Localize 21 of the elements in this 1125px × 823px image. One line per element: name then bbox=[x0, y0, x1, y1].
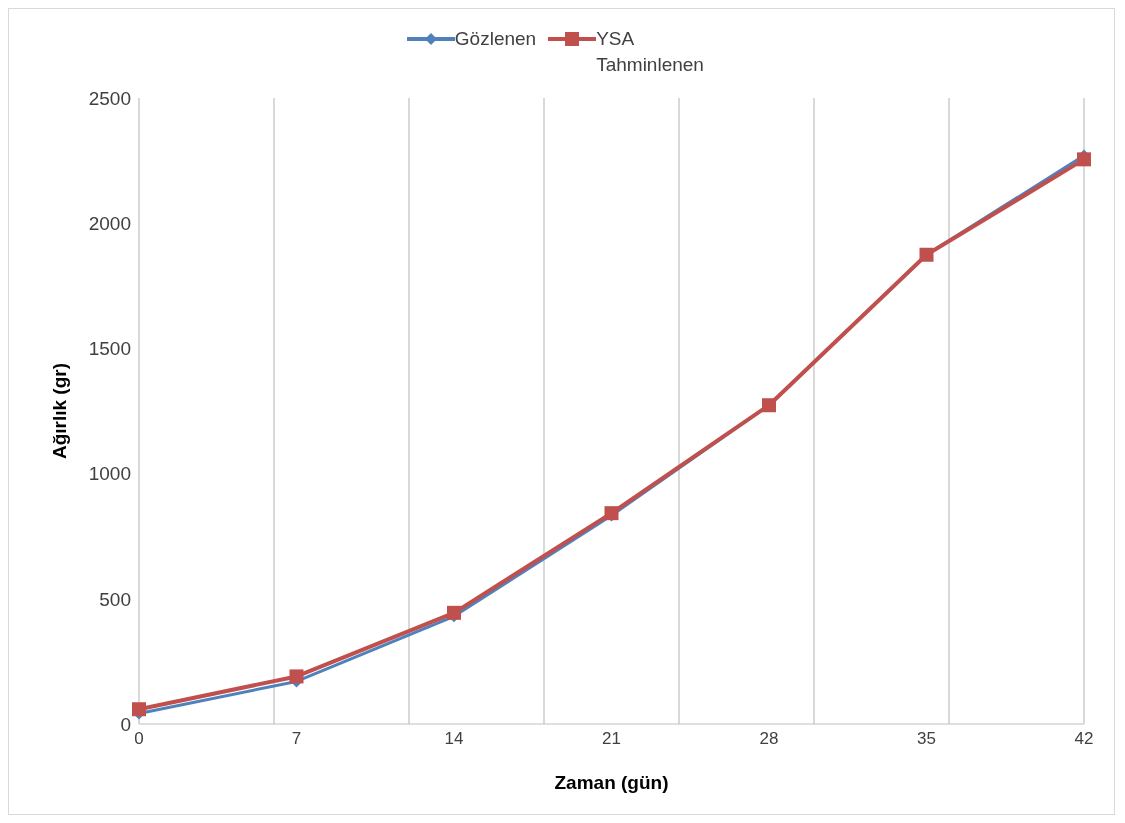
legend-label: YSA Tahminlenen bbox=[596, 27, 705, 77]
point bbox=[447, 605, 461, 620]
x-tick-label: 21 bbox=[602, 729, 621, 749]
y-tick-label: 2000 bbox=[88, 212, 131, 234]
legend-label: Gözlenen bbox=[454, 27, 537, 51]
x-tick-label: 14 bbox=[444, 729, 464, 749]
point bbox=[289, 669, 304, 684]
y-tick-label: 2500 bbox=[88, 87, 131, 109]
x-tick-label: 7 bbox=[291, 729, 302, 749]
y-tick-label: 1000 bbox=[88, 463, 131, 485]
y-tick-label: 500 bbox=[99, 588, 131, 610]
x-axis-title: Zaman (gün) bbox=[554, 772, 669, 793]
y-axis-title: Ağırlık (gr) bbox=[48, 362, 70, 460]
y-tick-label: 0 bbox=[120, 713, 131, 735]
x-tick-label: 42 bbox=[1074, 729, 1094, 749]
x-tick-label: 0 bbox=[134, 729, 144, 749]
x-tick-label: 35 bbox=[917, 729, 936, 749]
x-tick-label: 28 bbox=[759, 729, 779, 749]
y-tick-label: 1500 bbox=[88, 338, 131, 360]
point bbox=[1077, 152, 1091, 167]
point bbox=[132, 702, 146, 717]
